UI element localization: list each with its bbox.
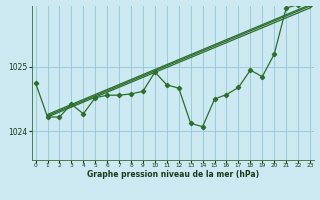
X-axis label: Graphe pression niveau de la mer (hPa): Graphe pression niveau de la mer (hPa) bbox=[87, 170, 259, 179]
